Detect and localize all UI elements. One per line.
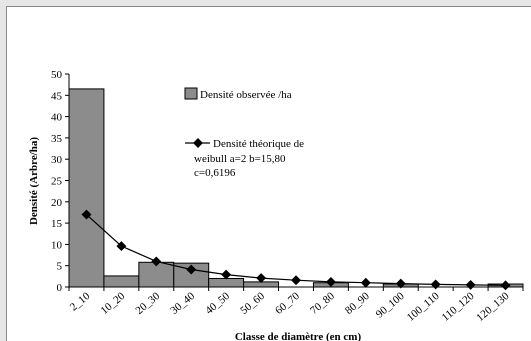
x-axis: 2_10 10_20 20_30 30_40 40_50 50_60 60_70 70_80 8… [68,286,524,324]
bar-series [68,88,524,288]
line-point [256,273,267,284]
x-tick-label: 2_10 [68,290,93,314]
bar [208,277,245,288]
y-tick-label: 50 [51,69,63,81]
line-point [360,277,371,288]
legend-line-label-2: weibull a=2 b=15,80 [194,153,286,165]
line-point [395,278,406,289]
y-tick-label: 25 [51,176,63,188]
y-tick-label: 20 [51,197,63,209]
x-tick-label: 20_30 [133,290,162,317]
bar [68,88,105,288]
x-tick-label: 50_60 [238,290,267,317]
y-tick-label: 30 [51,154,63,166]
y-tick-label: 40 [51,112,63,124]
x-tick-label: 40_50 [203,290,232,317]
x-tick-label: 60_70 [273,290,302,317]
line-point [430,279,441,290]
x-tick-label: 110_120 [440,290,477,324]
legend-line-marker [193,138,203,148]
chart-frame: 0 5 10 15 20 25 30 35 40 45 50 2_10 10_20 20_30 30_40… [6,6,531,341]
bar [138,261,175,288]
y-axis-label: Densité (Arbre/ha) [28,137,40,225]
x-tick-label: 80_90 [343,290,372,317]
x-tick-label: 100_110 [405,290,442,324]
y-tick-label: 15 [51,218,63,230]
x-tick-label: 10_20 [99,290,128,317]
y-tick-label: 45 [51,90,63,102]
y-axis: 0 5 10 15 20 25 30 35 40 45 50 [51,69,70,294]
line-point [116,241,127,252]
x-tick-label: 30_40 [168,290,197,317]
line-point [291,275,301,286]
x-axis-label: Classe de diamètre (en cm) [235,331,362,341]
y-tick-label: 5 [57,261,63,273]
y-tick-label: 0 [57,282,63,294]
bar [103,275,140,288]
x-tick-label: 90_100 [374,290,407,321]
x-tick-label: 120_130 [474,290,512,324]
y-tick-label: 10 [51,239,63,251]
line-point [465,279,476,290]
legend-line-label-1: Densité théorique de [213,138,304,150]
legend: Densité observée /ha Densité théorique d… [184,87,304,179]
legend-bar-label: Densité observée /ha [200,89,292,101]
legend-bar-swatch [184,87,198,100]
legend-line-label-3: c=0,6196 [194,167,236,179]
line-point [500,280,511,291]
line-point [81,209,92,220]
line-point [151,256,162,267]
y-tick-label: 35 [51,133,63,145]
line-point [325,276,336,287]
x-tick-label: 70_80 [308,290,337,317]
density-chart: 0 5 10 15 20 25 30 35 40 45 50 2_10 10_20 20_30 30_40… [28,69,524,341]
